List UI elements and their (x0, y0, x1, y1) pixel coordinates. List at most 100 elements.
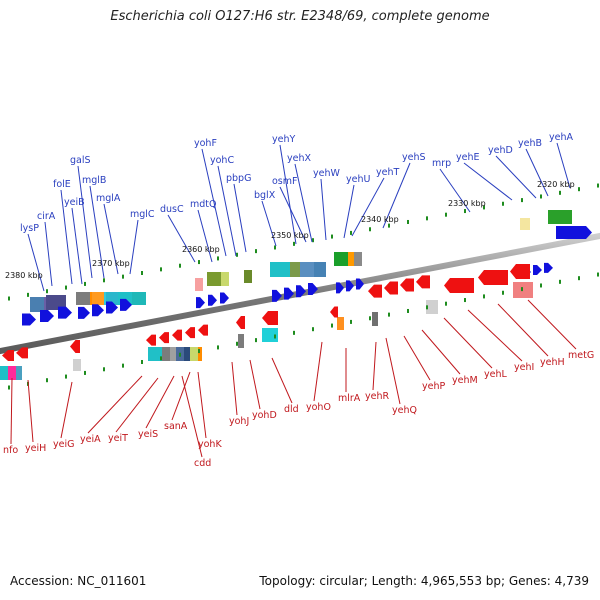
label-leader-line (320, 178, 327, 241)
label-leader-line (343, 184, 355, 239)
forward-gene-arrow (106, 301, 118, 314)
annotation-block (262, 328, 278, 342)
reverse-gene-arrow (16, 347, 28, 359)
label-leader-line (197, 371, 207, 439)
label-leader-line (77, 165, 93, 279)
forward-gene-arrow (120, 298, 132, 311)
tick-dot (388, 312, 390, 317)
reverse-gene-arrow (330, 306, 338, 318)
reverse-gene-arrow (185, 327, 195, 339)
label-leader-line (27, 233, 45, 292)
scale-label: 2360 kbp (182, 245, 220, 254)
label-leader-line (249, 359, 261, 410)
tick-dot (521, 287, 523, 292)
tick-dot (160, 356, 162, 361)
gene-label-yeiS: yeiS (138, 429, 158, 440)
tick-dot (65, 374, 67, 379)
label-leader-line (233, 183, 247, 253)
label-leader-line (10, 377, 13, 445)
forward-gene-arrow (284, 287, 294, 300)
gene-label-yeiA: yeiA (80, 434, 101, 445)
forward-gene-arrow (208, 294, 217, 306)
tick-dot (103, 367, 105, 372)
label-leader-line (201, 148, 227, 257)
tick-dot (559, 279, 561, 284)
gene-label-yehB: yehB (518, 138, 542, 149)
reverse-gene-arrow (510, 264, 530, 279)
gene-label-yohD: yohD (252, 410, 277, 421)
label-leader-line (89, 185, 105, 279)
label-leader-line (497, 303, 549, 357)
scale-label: 2380 kbp (5, 271, 43, 280)
annotation-block (207, 272, 221, 286)
scale-label: 2350 kbp (271, 231, 309, 240)
label-leader-line (271, 357, 293, 404)
label-leader-line (145, 375, 175, 429)
gene-label-nfo: nfo (3, 445, 18, 456)
tick-dot (8, 296, 10, 301)
tick-dot (122, 363, 124, 368)
forward-gene-arrow (22, 313, 36, 326)
gene-label-folE: folE (53, 179, 71, 190)
tick-dot (407, 308, 409, 313)
annotation-block (92, 292, 104, 305)
label-leader-line (467, 309, 523, 362)
genome-stats-text: Topology: circular; Length: 4,965,553 bp… (259, 574, 589, 588)
scale-label-layer: 2380 kbp 2370 kbp 2360 kbp 2350 kbp 2340 kbp… (5, 180, 575, 280)
tick-dot (312, 327, 314, 332)
gene-label-yehD: yehD (488, 145, 513, 156)
gene-label-galS: galS (70, 155, 91, 166)
tick-dot (179, 263, 181, 268)
tick-dot (559, 190, 561, 195)
gene-label-mglB: mglB (82, 175, 106, 186)
label-leader-line (351, 177, 385, 237)
label-leader-line (294, 163, 313, 243)
gene-label-yeiG: yeiG (53, 439, 74, 450)
annotation-block (162, 347, 170, 361)
gene-label-mdtQ: mdtQ (190, 199, 217, 210)
label-leader-line (181, 375, 203, 458)
annotation-block (104, 292, 106, 305)
label-leader-line (261, 200, 277, 247)
tick-dot (426, 305, 428, 310)
tick-dot (27, 292, 29, 297)
gene-label-yehT: yehT (376, 167, 399, 178)
annotation-block (132, 292, 146, 305)
tick-dot (350, 230, 352, 235)
scale-label: 2340 kbp (361, 215, 399, 224)
reverse-gene-arrow (400, 278, 414, 292)
reverse-gene-arrow (198, 324, 208, 336)
reverse-gene-arrow (478, 270, 508, 285)
reverse-gene-arrow (2, 350, 14, 362)
tick-dot (331, 234, 333, 239)
gene-label-osmF: osmF (272, 176, 297, 187)
reverse-gene-arrow (159, 332, 169, 344)
annotation-block (16, 366, 22, 380)
gene-arrow-layer (2, 226, 592, 362)
tick-dot (388, 223, 390, 228)
tick-dot (160, 267, 162, 272)
annotation-block (520, 218, 530, 230)
annotation-block (244, 270, 252, 283)
reverse-gene-arrow (368, 284, 382, 298)
label-leader-line (197, 209, 213, 263)
label-leader-line (27, 379, 34, 443)
annotation-block (221, 272, 229, 286)
label-leader-line (231, 361, 238, 416)
tick-dot (274, 245, 276, 250)
tick-dot (293, 330, 295, 335)
gene-label-yeiB: yeiB (64, 197, 85, 208)
tick-dot (46, 289, 48, 294)
gene-label-dld: dld (284, 404, 299, 415)
tick-mark-layer (8, 183, 599, 390)
label-leader-line (443, 317, 493, 369)
annotation-block (195, 278, 203, 291)
label-leader-line (495, 155, 537, 199)
annotation-block (290, 262, 300, 277)
reverse-gene-arrow (70, 340, 80, 353)
tick-dot (597, 272, 599, 277)
reverse-gene-arrow (172, 329, 182, 341)
genome-title: Escherichia coli O127:H6 str. E2348/69, … (110, 9, 490, 24)
annotation-block (314, 262, 326, 277)
gene-label-yohO: yohO (306, 402, 331, 413)
